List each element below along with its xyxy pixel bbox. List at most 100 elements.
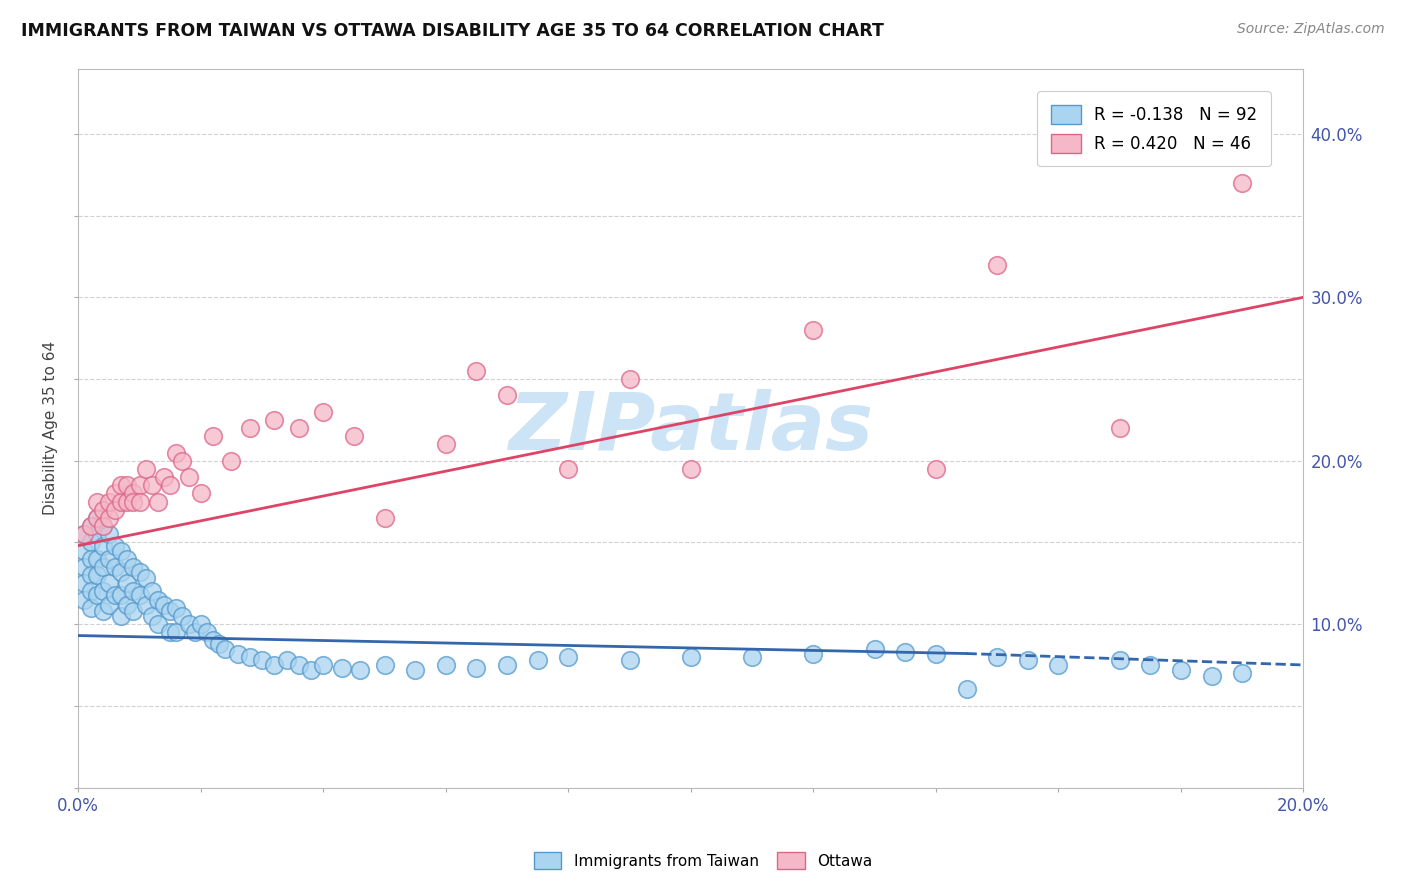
Point [374, 657, 396, 672]
Point [146, 494, 169, 508]
Point [122, 584, 145, 599]
Point [496, 657, 519, 672]
Point [925, 462, 948, 476]
Point [104, 588, 127, 602]
Legend: Immigrants from Taiwan, Ottawa: Immigrants from Taiwan, Ottawa [527, 846, 879, 875]
Point [86, 527, 108, 541]
Point [214, 641, 236, 656]
Point [73, 560, 96, 574]
Point [91, 604, 114, 618]
Point [159, 478, 181, 492]
Point [741, 649, 763, 664]
Point [104, 560, 127, 574]
Point [110, 478, 132, 492]
Point [679, 649, 702, 664]
Point [526, 653, 548, 667]
Point [221, 453, 243, 467]
Point [172, 453, 194, 467]
Point [86, 494, 108, 508]
Point [177, 470, 200, 484]
Point [128, 565, 150, 579]
Point [91, 519, 114, 533]
Point [165, 600, 187, 615]
Point [619, 372, 641, 386]
Point [79, 519, 101, 533]
Point [557, 462, 579, 476]
Point [128, 494, 150, 508]
Point [986, 258, 1008, 272]
Point [97, 494, 120, 508]
Point [79, 519, 101, 533]
Point [141, 478, 163, 492]
Point [925, 647, 948, 661]
Point [135, 571, 157, 585]
Point [349, 663, 371, 677]
Point [801, 647, 824, 661]
Point [86, 511, 108, 525]
Point [183, 625, 205, 640]
Point [1170, 663, 1192, 677]
Point [208, 637, 231, 651]
Point [986, 649, 1008, 664]
Point [73, 527, 96, 541]
Point [299, 663, 322, 677]
Point [1108, 421, 1130, 435]
Point [122, 604, 145, 618]
Point [97, 511, 120, 525]
Point [404, 663, 426, 677]
Text: Source: ZipAtlas.com: Source: ZipAtlas.com [1237, 22, 1385, 37]
Point [330, 661, 353, 675]
Point [86, 511, 108, 525]
Point [117, 478, 139, 492]
Point [86, 551, 108, 566]
Point [117, 494, 139, 508]
Point [1201, 669, 1223, 683]
Point [117, 598, 139, 612]
Point [79, 535, 101, 549]
Point [122, 486, 145, 500]
Point [122, 494, 145, 508]
Point [894, 645, 917, 659]
Point [141, 584, 163, 599]
Point [97, 598, 120, 612]
Point [79, 568, 101, 582]
Point [86, 568, 108, 582]
Point [91, 560, 114, 574]
Point [91, 519, 114, 533]
Point [465, 364, 488, 378]
Point [312, 405, 335, 419]
Point [73, 527, 96, 541]
Point [1230, 666, 1253, 681]
Point [159, 604, 181, 618]
Point [165, 625, 187, 640]
Point [110, 565, 132, 579]
Point [135, 462, 157, 476]
Point [1108, 653, 1130, 667]
Point [202, 429, 225, 443]
Text: IMMIGRANTS FROM TAIWAN VS OTTAWA DISABILITY AGE 35 TO 64 CORRELATION CHART: IMMIGRANTS FROM TAIWAN VS OTTAWA DISABIL… [21, 22, 884, 40]
Point [110, 543, 132, 558]
Point [135, 598, 157, 612]
Point [117, 551, 139, 566]
Point [97, 551, 120, 566]
Point [97, 576, 120, 591]
Point [434, 657, 457, 672]
Point [159, 625, 181, 640]
Point [955, 682, 977, 697]
Point [122, 560, 145, 574]
Point [190, 617, 212, 632]
Point [73, 576, 96, 591]
Point [434, 437, 457, 451]
Point [288, 657, 311, 672]
Point [128, 588, 150, 602]
Point [153, 470, 176, 484]
Point [190, 486, 212, 500]
Point [110, 588, 132, 602]
Point [165, 445, 187, 459]
Point [863, 641, 886, 656]
Point [465, 661, 488, 675]
Text: ZIPatlas: ZIPatlas [509, 389, 873, 467]
Point [202, 633, 225, 648]
Point [239, 421, 262, 435]
Point [79, 584, 101, 599]
